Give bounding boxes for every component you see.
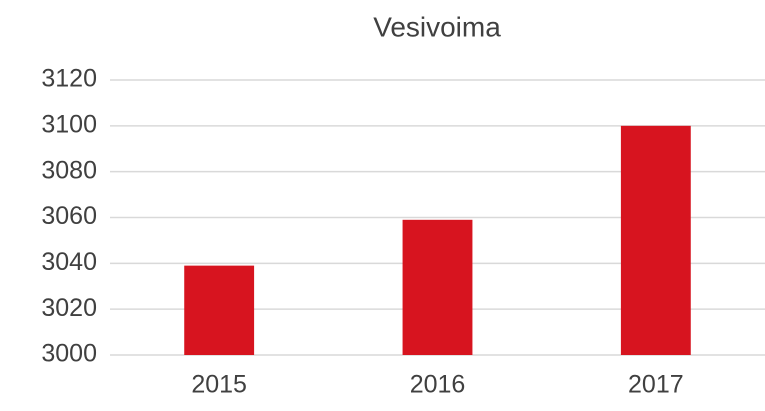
bar <box>184 265 255 355</box>
bar <box>620 125 691 355</box>
y-tick-label: 3040 <box>41 248 97 276</box>
x-tick-label: 2015 <box>191 371 247 399</box>
bar <box>402 219 473 355</box>
y-tick-label: 3080 <box>41 156 97 184</box>
x-tick-label: 2017 <box>628 371 684 399</box>
y-tick-label: 3000 <box>41 340 97 368</box>
y-tick-label: 3060 <box>41 202 97 230</box>
y-tick-label: 3100 <box>41 110 97 138</box>
y-tick-label: 3020 <box>41 294 97 322</box>
x-tick-label: 2016 <box>410 371 466 399</box>
y-tick-label: 3120 <box>41 65 97 93</box>
chart-title: Vesivoima <box>373 11 501 42</box>
